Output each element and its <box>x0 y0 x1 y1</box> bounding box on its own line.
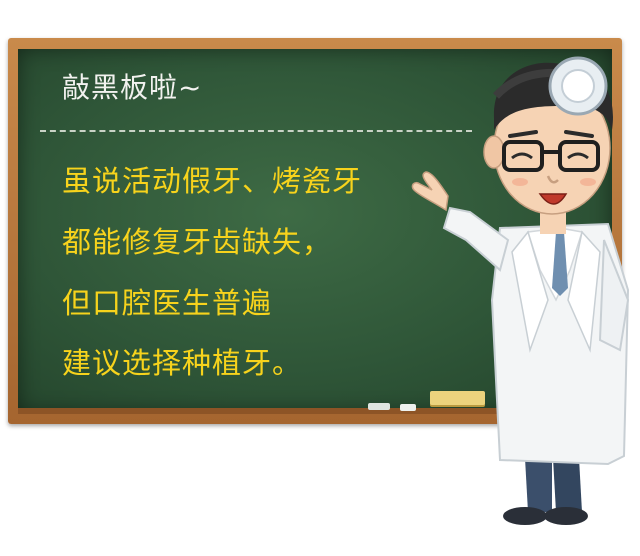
board-title: 敲黑板啦~ <box>62 71 203 104</box>
smiling-mouth <box>538 193 568 205</box>
doctor-illustration <box>411 56 630 525</box>
left-shoe-icon <box>503 507 547 525</box>
pointing-hand <box>411 171 449 212</box>
board-text-line-4: 建议选择种植牙。 <box>62 346 303 380</box>
chalk-stick <box>368 403 390 410</box>
board-text-line-3: 但口腔医生普遍 <box>62 286 273 320</box>
right-shoe-icon <box>544 507 588 525</box>
board-text-line-1: 虽说活动假牙、烤瓷牙 <box>62 164 363 198</box>
board-eraser <box>430 391 485 405</box>
chalk-ledge <box>18 408 612 414</box>
chalk-stick <box>400 404 416 411</box>
tie <box>552 232 568 296</box>
board-text-line-2: 都能修复牙齿缺失， <box>62 225 333 259</box>
dashed-divider <box>40 130 472 132</box>
glasses-icon <box>502 140 544 172</box>
